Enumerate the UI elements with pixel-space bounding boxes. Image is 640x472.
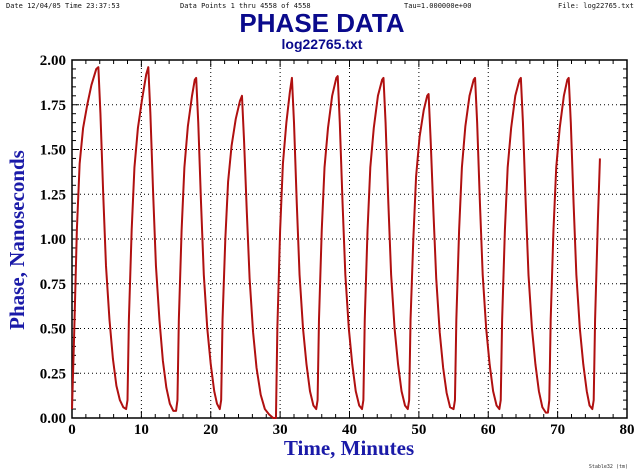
x-tick-label: 80 <box>620 422 635 438</box>
y-tick-label: 0.25 <box>40 366 66 382</box>
header-date-time: Date 12/04/05 Time 23:37:53 <box>6 2 120 10</box>
y-tick-label: 0.00 <box>40 411 66 427</box>
x-tick-labels: 0 10 20 30 40 50 60 70 80 <box>68 422 634 438</box>
chart-subtitle: log22765.txt <box>282 36 363 52</box>
x-tick-label: 60 <box>481 422 496 438</box>
y-tick-label: 1.50 <box>40 143 66 159</box>
x-tick-label: 0 <box>68 422 76 438</box>
y-tick-label: 0.75 <box>40 277 66 293</box>
header-file: File: log22765.txt <box>558 2 634 10</box>
y-tick-label: 1.75 <box>40 98 66 114</box>
header-tau: Tau=1.000000e+00 <box>404 2 471 10</box>
series-group <box>71 66 601 419</box>
y-tick-label: 1.25 <box>40 187 66 203</box>
chart-title: PHASE DATA <box>239 8 404 38</box>
x-tick-label: 40 <box>342 422 357 438</box>
y-tick-labels: 0.00 0.25 0.50 0.75 1.00 1.25 1.50 1.75 2.00 <box>40 53 66 427</box>
y-tick-label: 1.00 <box>40 232 66 248</box>
y-tick-label: 2.00 <box>40 53 66 69</box>
x-tick-label: 20 <box>203 422 218 438</box>
y-tick-label: 0.50 <box>40 322 66 338</box>
x-tick-label: 30 <box>273 422 288 438</box>
x-tick-label: 70 <box>550 422 565 438</box>
x-tick-label: 10 <box>134 422 149 438</box>
y-axis-label: Phase, Nanoseconds <box>5 150 29 330</box>
plot-frame <box>71 59 628 419</box>
header-data-points: Data Points 1 thru 4558 of 4558 <box>180 2 311 10</box>
series-line-phase <box>71 66 601 419</box>
x-tick-label: 50 <box>411 422 426 438</box>
x-axis-label: Time, Minutes <box>284 436 414 460</box>
software-credit: Stable32 (tm) <box>589 464 628 470</box>
